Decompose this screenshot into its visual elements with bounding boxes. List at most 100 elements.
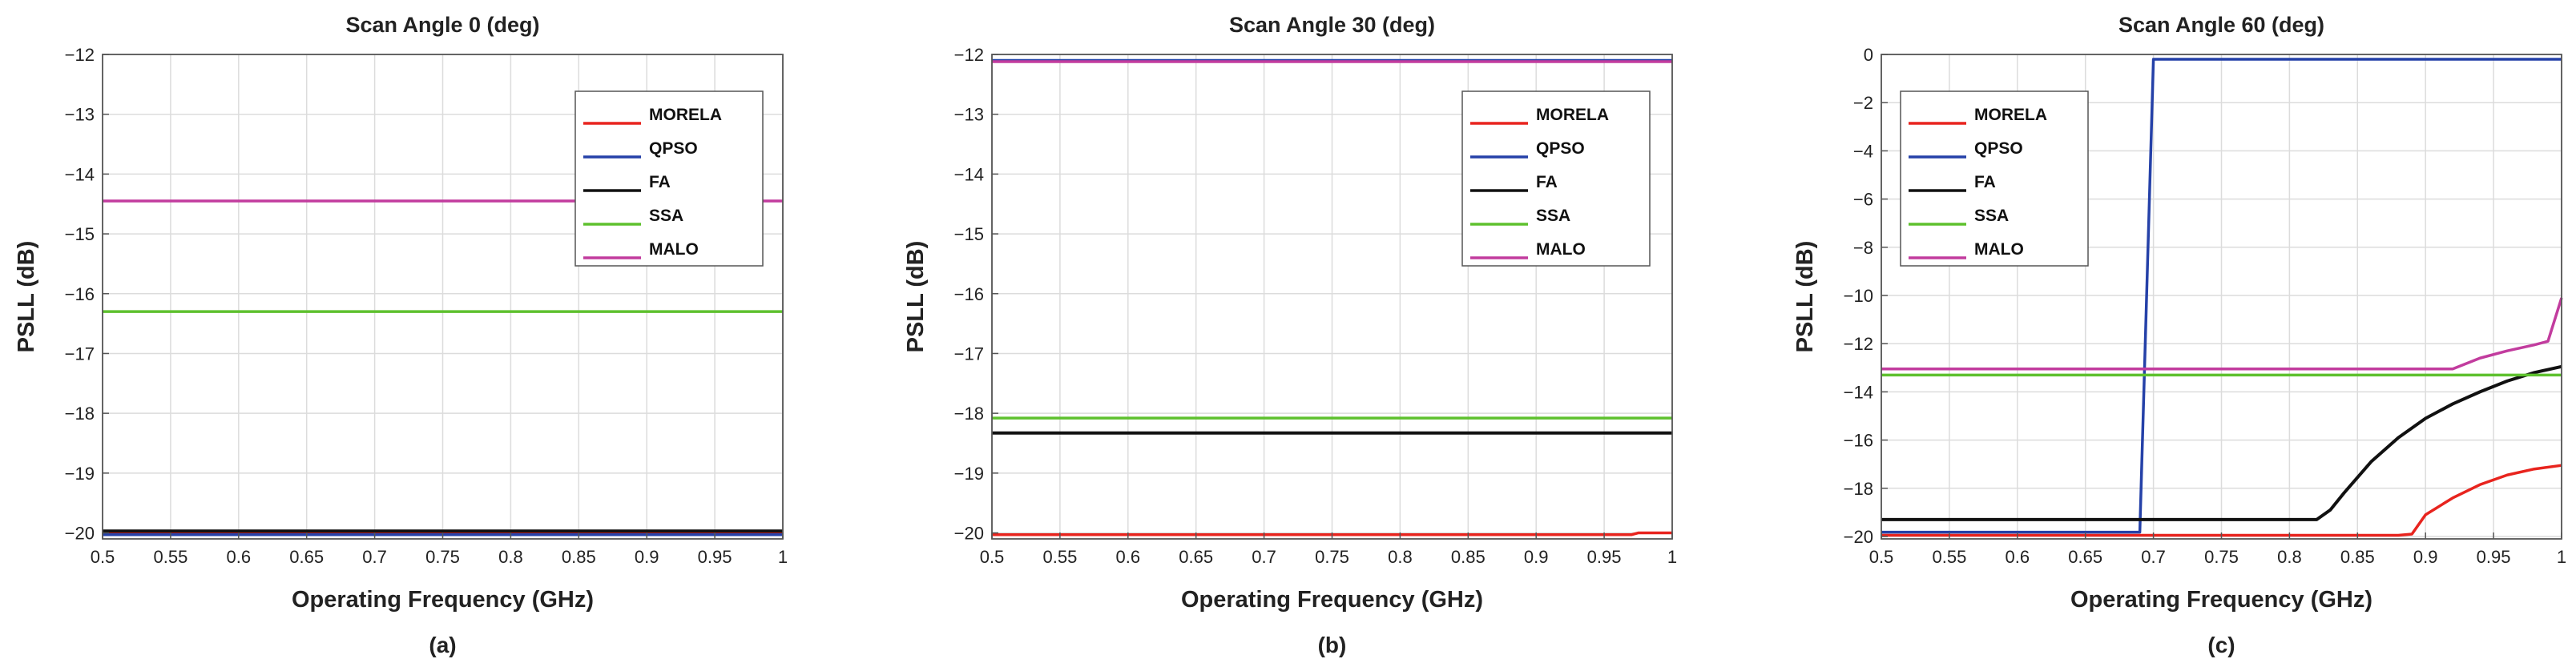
x-axis-label: Operating Frequency (GHz) — [2070, 587, 2372, 613]
y-tick-label: −4 — [1853, 141, 1873, 161]
x-tick-label: 0.85 — [1451, 547, 1486, 567]
legend-item-morela: MORELA — [1470, 106, 1609, 125]
legend: MORELA QPSO FA SSA MALO — [1900, 90, 2089, 267]
legend-item-ssa: SSA — [583, 207, 683, 226]
y-tick-label: −20 — [954, 524, 984, 544]
x-tick-label: 0.7 — [1252, 547, 1276, 567]
x-tick-label: 0.95 — [698, 547, 732, 567]
series-line-fa — [1881, 364, 2562, 521]
legend-item-fa: FA — [1470, 173, 1558, 192]
x-tick-label: 0.7 — [362, 547, 387, 567]
y-tick-label: −18 — [65, 404, 95, 424]
x-tick-label: 0.85 — [2340, 547, 2375, 567]
legend-item-qpso: QPSO — [1909, 139, 2023, 159]
legend-item-qpso: QPSO — [1470, 139, 1585, 159]
legend-box — [1900, 90, 2089, 267]
series-line-malo — [1881, 297, 2563, 371]
y-tick-label: −10 — [1844, 286, 1873, 306]
y-tick-label: −12 — [65, 45, 95, 65]
legend-label: FA — [1974, 173, 1996, 191]
x-tick-label: 0.55 — [1042, 547, 1077, 567]
y-tick-label: −16 — [65, 284, 95, 304]
y-tick-label: −19 — [954, 464, 984, 484]
x-tick-label: 0.8 — [1388, 547, 1413, 567]
y-tick-label: −16 — [954, 284, 984, 304]
legend-label: MALO — [1974, 240, 2024, 259]
panel-label: (b) — [1318, 633, 1347, 657]
legend-item-ssa: SSA — [1909, 207, 2009, 226]
series-line-qpso — [1881, 58, 2562, 534]
y-tick-label: −17 — [954, 344, 984, 364]
y-tick-label: −16 — [1844, 431, 1873, 451]
legend-label: FA — [649, 173, 671, 191]
x-tick-label: 0.5 — [980, 547, 1005, 567]
legend-label: MORELA — [649, 106, 722, 124]
legend-label: MALO — [1536, 240, 1586, 259]
y-tick-label: −18 — [954, 404, 984, 424]
legend-label: SSA — [649, 207, 683, 225]
legend-item-malo: MALO — [1470, 240, 1586, 259]
x-axis-label: Operating Frequency (GHz) — [1181, 587, 1483, 613]
x-tick-label: 0.6 — [2006, 547, 2030, 567]
x-tick-label: 0.8 — [498, 547, 523, 567]
y-tick-label: −17 — [65, 344, 95, 364]
y-tick-label: −18 — [1844, 479, 1873, 499]
x-tick-label: 0.95 — [2477, 547, 2511, 567]
y-axis-label: PSLL (dB) — [903, 241, 929, 353]
x-tick-label: 1 — [1667, 547, 1677, 567]
x-tick-label: 0.6 — [1116, 547, 1141, 567]
chart-title: Scan Angle 30 (deg) — [1229, 13, 1435, 37]
chart-title: Scan Angle 0 (deg) — [345, 13, 539, 37]
x-tick-label: 0.65 — [2068, 547, 2102, 567]
panel-label: (a) — [429, 633, 456, 657]
legend-label: FA — [1536, 173, 1558, 191]
y-tick-label: −15 — [65, 224, 95, 244]
chart-panel-2: 0.5 0.55 0.6 0.65 0.7 0.75 0.8 0.85 0.9 0.95 1 −20 −… — [903, 13, 1677, 657]
legend-label: SSA — [1536, 207, 1570, 225]
x-tick-label: 0.9 — [1524, 547, 1549, 567]
y-tick-label: −12 — [1844, 334, 1873, 354]
y-tick-label: −14 — [954, 164, 984, 184]
y-tick-label: −14 — [65, 164, 95, 184]
legend-label: QPSO — [1536, 139, 1585, 158]
x-tick-label: 0.75 — [1315, 547, 1349, 567]
legend-item-morela: MORELA — [1909, 106, 2047, 125]
legend: MORELA QPSO FA SSA MALO — [1461, 90, 1651, 267]
y-axis-label: PSLL (dB) — [14, 241, 39, 353]
legend-item-ssa: SSA — [1470, 207, 1570, 226]
y-tick-label: −14 — [1844, 382, 1873, 402]
legend-item-morela: MORELA — [583, 106, 722, 125]
x-tick-label: 0.55 — [1932, 547, 1966, 567]
x-tick-label: 0.9 — [2413, 547, 2438, 567]
legend-label: MORELA — [1974, 106, 2047, 124]
legend-item-malo: MALO — [583, 240, 699, 259]
y-tick-label: −20 — [1844, 527, 1873, 547]
legend-box — [1461, 90, 1651, 267]
x-tick-label: 0.85 — [562, 547, 596, 567]
legend-label: QPSO — [1974, 139, 2023, 158]
panel-label: (c) — [2207, 633, 2235, 657]
x-tick-label: 0.5 — [1869, 547, 1894, 567]
chart-title: Scan Angle 60 (deg) — [2118, 13, 2324, 37]
y-tick-label: −6 — [1853, 190, 1873, 210]
x-axis-label: Operating Frequency (GHz) — [292, 587, 594, 613]
x-tick-label: 0.65 — [289, 547, 324, 567]
y-tick-label: −13 — [65, 105, 95, 125]
x-tick-label: 0.9 — [635, 547, 659, 567]
legend-label: SSA — [1974, 207, 2009, 225]
x-tick-label: 1 — [2557, 547, 2566, 567]
y-tick-label: −20 — [65, 524, 95, 544]
x-tick-label: 0.55 — [153, 547, 187, 567]
legend-item-fa: FA — [583, 173, 671, 192]
series-line-morela — [1881, 464, 2562, 537]
legend-box — [574, 90, 764, 267]
y-tick-label: −15 — [954, 224, 984, 244]
legend-label: MALO — [649, 240, 699, 259]
x-tick-label: 0.8 — [2277, 547, 2302, 567]
y-axis-label: PSLL (dB) — [1792, 241, 1818, 353]
x-tick-label: 0.65 — [1179, 547, 1213, 567]
x-tick-label: 0.95 — [1587, 547, 1622, 567]
chart-panel-1: 0.5 0.55 0.6 0.65 0.7 0.75 0.8 0.85 0.9 0.95 1 −20 −… — [14, 13, 788, 657]
x-tick-label: 0.7 — [2141, 547, 2166, 567]
